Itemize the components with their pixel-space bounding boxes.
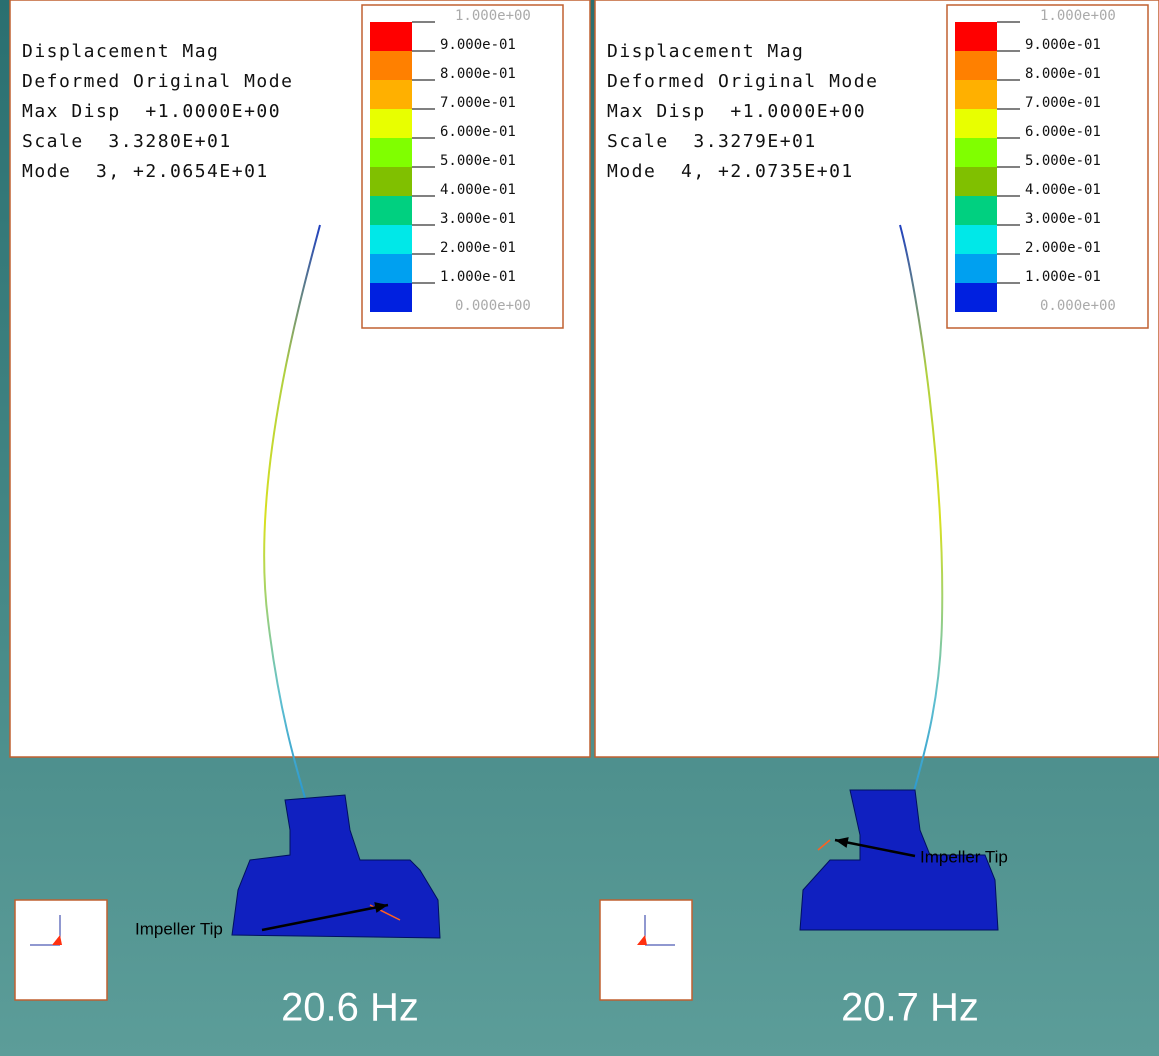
legend-swatch <box>955 22 997 51</box>
legend-swatch <box>955 196 997 225</box>
legend-label: 5.000e-01 <box>440 153 516 169</box>
info-line: Deformed Original Mode <box>22 71 293 92</box>
legend-label: 8.000e-01 <box>1025 66 1101 82</box>
info-line: Mode 3, +2.0654E+01 <box>22 161 269 182</box>
info-line: Deformed Original Mode <box>607 71 878 92</box>
legend-label: 5.000e-01 <box>1025 153 1101 169</box>
legend-label: 9.000e-01 <box>1025 37 1101 53</box>
legend-swatch <box>955 283 997 312</box>
info-line: Max Disp +1.0000E+00 <box>607 101 866 122</box>
legend-label: 7.000e-01 <box>440 95 516 111</box>
info-line: Displacement Mag <box>607 41 804 62</box>
legend-label: 4.000e-01 <box>440 182 516 198</box>
legend-label: 6.000e-01 <box>1025 124 1101 140</box>
legend-label: 2.000e-01 <box>440 240 516 256</box>
legend-swatch <box>955 254 997 283</box>
legend-label: 3.000e-01 <box>440 211 516 227</box>
legend-swatch <box>955 138 997 167</box>
triad-box <box>600 900 692 1000</box>
legend-swatch <box>370 254 412 283</box>
caption: 20.6 Hz <box>281 986 419 1030</box>
legend-label: 0.000e+00 <box>1040 298 1116 314</box>
legend-swatch <box>955 167 997 196</box>
slide: Displacement Mag Deformed Original Mode Ma… <box>0 0 1159 1056</box>
annotation: Impeller Tip <box>920 847 1008 866</box>
legend-swatch <box>370 22 412 51</box>
legend-swatch <box>955 51 997 80</box>
legend-label: 0.000e+00 <box>455 298 531 314</box>
legend-label: 9.000e-01 <box>440 37 516 53</box>
legend-label: 3.000e-01 <box>1025 211 1101 227</box>
legend-swatch <box>370 167 412 196</box>
legend-label: 4.000e-01 <box>1025 182 1101 198</box>
legend-swatch <box>370 51 412 80</box>
info-line: Scale 3.3279E+01 <box>607 131 817 152</box>
legend-swatch <box>370 196 412 225</box>
annotation: Impeller Tip <box>135 919 223 938</box>
legend-swatch <box>370 80 412 109</box>
legend-swatch <box>370 225 412 254</box>
legend-swatch <box>370 109 412 138</box>
legend-label: 1.000e+00 <box>455 8 531 24</box>
legend-swatch <box>955 109 997 138</box>
legend-swatch <box>955 225 997 254</box>
legend-label: 2.000e-01 <box>1025 240 1101 256</box>
caption: 20.7 Hz <box>841 986 979 1030</box>
legend-label: 1.000e-01 <box>440 269 516 285</box>
triad-box <box>15 900 107 1000</box>
info-line: Max Disp +1.0000E+00 <box>22 101 281 122</box>
legend-swatch <box>370 283 412 312</box>
legend-label: 1.000e-01 <box>1025 269 1101 285</box>
info-line: Mode 4, +2.0735E+01 <box>607 161 854 182</box>
info-line: Scale 3.3280E+01 <box>22 131 232 152</box>
legend-label: 1.000e+00 <box>1040 8 1116 24</box>
legend-label: 8.000e-01 <box>440 66 516 82</box>
legend-label: 6.000e-01 <box>440 124 516 140</box>
legend-swatch <box>370 138 412 167</box>
legend-swatch <box>955 80 997 109</box>
legend-label: 7.000e-01 <box>1025 95 1101 111</box>
info-line: Displacement Mag <box>22 41 219 62</box>
